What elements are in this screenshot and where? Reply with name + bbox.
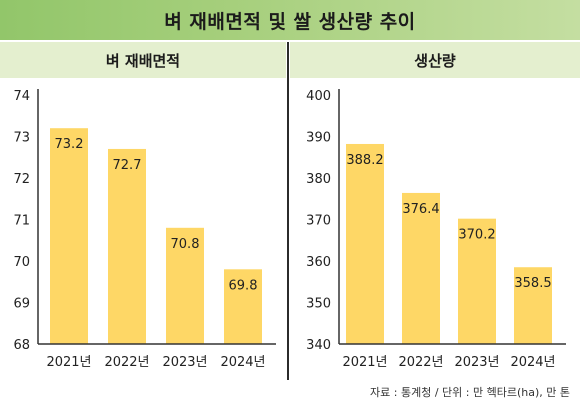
bar-value-label: 370.2 xyxy=(458,228,495,243)
area-bar-chart: 68 69 70 71 72 73 74 73.2 2021년 72.7 2022년 70.8 2023… xyxy=(13,89,276,370)
bar xyxy=(458,218,496,344)
bar xyxy=(108,148,146,344)
x-category-label: 2023년 xyxy=(454,355,499,370)
y-tick-label: 390 xyxy=(306,131,331,146)
y-tick-label: 370 xyxy=(306,214,331,229)
y-tick-label: 71 xyxy=(13,214,30,229)
x-category-label: 2022년 xyxy=(104,355,149,370)
bar xyxy=(346,143,384,344)
source-note: 자료 : 통계청 / 단위 : 만 헥타르(ha), 만 톤 xyxy=(370,386,570,399)
x-category-label: 2023년 xyxy=(162,355,207,370)
bar-value-label: 73.2 xyxy=(55,137,84,152)
panel-title-production: 생산량 xyxy=(290,42,580,78)
y-tick-label: 74 xyxy=(13,89,30,104)
bar-value-label: 70.8 xyxy=(171,237,200,252)
y-tick-label: 72 xyxy=(13,172,30,187)
bar xyxy=(224,269,262,344)
chart-title: 벼 재배면적 및 쌀 생산량 추이 xyxy=(0,0,580,40)
y-tick-label: 73 xyxy=(13,131,30,146)
y-tick-label: 360 xyxy=(306,255,331,270)
x-category-label: 2024년 xyxy=(510,355,555,370)
bar xyxy=(514,267,552,344)
panel-title-area: 벼 재배면적 xyxy=(0,42,286,78)
y-tick-label: 380 xyxy=(306,172,331,187)
bar xyxy=(166,227,204,344)
x-category-label: 2022년 xyxy=(398,355,443,370)
bar xyxy=(402,192,440,344)
y-tick-label: 400 xyxy=(306,89,331,104)
x-category-label: 2021년 xyxy=(342,355,387,370)
x-category-label: 2021년 xyxy=(46,355,91,370)
bar-value-label: 358.5 xyxy=(514,276,551,291)
bar-value-label: 376.4 xyxy=(402,202,439,217)
bar-value-label: 69.8 xyxy=(229,278,258,293)
bar-value-label: 388.2 xyxy=(346,153,383,168)
x-category-label: 2024년 xyxy=(220,355,265,370)
y-tick-label: 68 xyxy=(13,338,30,353)
production-bar-chart: 340 350 360 370 380 390 400 388.2 2021년 376.4 2022… xyxy=(306,89,566,370)
bar-value-label: 72.7 xyxy=(113,158,142,173)
bar xyxy=(50,128,88,344)
y-tick-label: 350 xyxy=(306,297,331,312)
y-tick-label: 70 xyxy=(13,255,30,270)
y-tick-label: 340 xyxy=(306,338,331,353)
y-tick-label: 69 xyxy=(13,297,30,312)
panel-divider xyxy=(287,42,289,380)
